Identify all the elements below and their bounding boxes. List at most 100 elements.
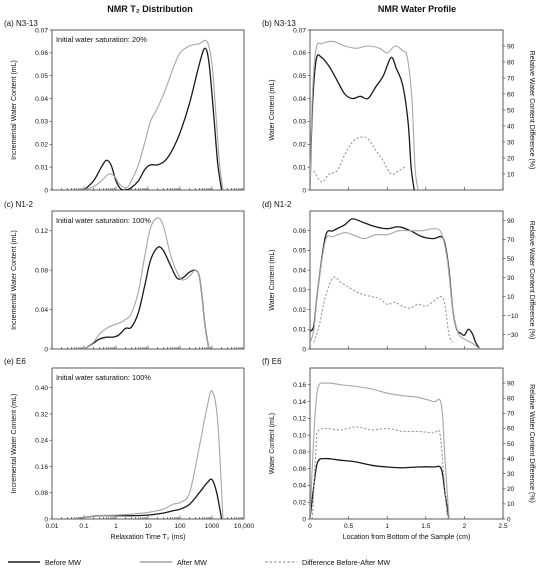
annotation: Initial water saturation: 100% — [56, 373, 151, 382]
series-after-line — [74, 390, 224, 519]
series-difference-line — [313, 136, 407, 183]
series-after-line — [310, 382, 450, 519]
y2-tick-label: 90 — [507, 43, 515, 50]
legend-before-label: Before MW — [45, 558, 81, 567]
series-before-line — [310, 54, 415, 190]
y-tick-label: 0.07 — [293, 27, 306, 34]
y2-tick-label: 30 — [507, 275, 515, 282]
panel-b: (b) N3-13 0 0.01 0.02 0.03 0.04 0.05 0.06 0.07 10… — [262, 19, 535, 194]
y2-tick-label: 90 — [507, 380, 515, 387]
y-tick-label: 0.16 — [293, 382, 306, 389]
legend-after-label: After MW — [177, 558, 207, 567]
y-tick-label: 0.16 — [35, 464, 48, 471]
y-axis-label: Incremental Water Content (mL) — [11, 394, 18, 494]
series-before-line — [74, 478, 223, 519]
series-after-line — [310, 40, 419, 190]
y-tick-label: 0.08 — [293, 449, 306, 456]
plot-frame — [51, 367, 245, 520]
y-axis-label: Water Content (mL) — [269, 413, 276, 474]
y2-tick-label: 80 — [507, 396, 515, 403]
y-tick-label: 0.01 — [293, 164, 306, 171]
x-tick-label: 0.5 — [344, 523, 353, 530]
y-tick-label: 0.06 — [293, 466, 306, 473]
y2-tick-label: 40 — [507, 456, 515, 463]
x-tick-label: 0.1 — [79, 523, 88, 530]
panel-label: (c) N1-2 — [4, 200, 33, 209]
y-tick-label: 0.06 — [293, 50, 306, 57]
series-difference-line — [311, 426, 448, 519]
series-after-line — [83, 217, 210, 349]
y2-tick-label: 50 — [507, 441, 515, 448]
panel-label: (e) E6 — [4, 357, 26, 366]
y-tick-label: 0.01 — [35, 164, 48, 171]
panel-label: (d) N1-2 — [262, 200, 292, 209]
panel-a: (a) N3-13 Initial water saturation: 20% 0 0… — [4, 19, 245, 194]
x-tick-label: 2.5 — [498, 523, 507, 530]
y2-tick-label: 0 — [507, 516, 511, 523]
panel-label: (f) E6 — [262, 357, 282, 366]
annotation: Initial water saturation: 100% — [56, 216, 151, 225]
y2-tick-label: 40 — [507, 123, 515, 130]
panel-c: (c) N1-2 Initial water saturation: 100% 0 0… — [4, 200, 245, 353]
y-tick-label: 0.04 — [293, 483, 306, 490]
y-tick-label: 0.24 — [35, 438, 48, 445]
y-tick-label: 0.02 — [293, 500, 306, 507]
y2-tick-label: 70 — [507, 411, 515, 418]
x-tick-label: 1.5 — [421, 523, 430, 530]
y-tick-label: 0.14 — [293, 399, 306, 406]
y2-axis-label: Relative Water Content Difference (%) — [528, 384, 535, 503]
y-tick-label: 0.04 — [293, 96, 306, 103]
series-after-line — [83, 39, 224, 190]
y2-tick-label: 20 — [507, 155, 515, 162]
series-before-line — [310, 457, 450, 519]
x-tick-label: 1 — [114, 523, 118, 530]
x-tick-label: 0.01 — [46, 523, 59, 530]
series-before-line — [83, 246, 210, 349]
x-tick-label: 1 — [385, 523, 389, 530]
panel-d: (d) N1-2 0 0.01 0.02 0.03 0.04 0.05 0.06 −30 −10 1… — [262, 200, 535, 353]
y-tick-label: 0.02 — [293, 142, 306, 149]
left-column-title: NMR T₂ Distribution — [107, 4, 193, 14]
panel-label: (b) N3-13 — [262, 19, 296, 28]
y-tick-label: 0.02 — [35, 142, 48, 149]
panel-label: (a) N3-13 — [4, 19, 38, 28]
y-tick-label: 0 — [302, 346, 306, 353]
y2-tick-label: 90 — [507, 218, 515, 225]
panel-e: (e) E6 Initial water saturation: 100% 0.01… — [4, 357, 254, 541]
y-tick-label: 0.03 — [293, 287, 306, 294]
y2-tick-label: 30 — [507, 471, 515, 478]
y-tick-label: 0.05 — [293, 248, 306, 255]
plot-frame — [51, 210, 245, 350]
x-tick-label: 10 — [144, 523, 152, 530]
x-axis-label: Location from Bottom of the Sample (cm) — [343, 534, 471, 541]
series-before-line — [83, 47, 223, 190]
y2-axis-label: Relative Water Content Difference (%) — [528, 221, 535, 340]
y-tick-label: 0.01 — [293, 327, 306, 334]
y-tick-label: 0.06 — [293, 228, 306, 235]
plot-frame — [309, 367, 504, 520]
y-tick-label: 0 — [302, 516, 306, 523]
series-before-line — [310, 218, 481, 349]
y2-axis-label: Relative Water Content Difference (%) — [528, 51, 535, 170]
y-tick-label: 0.08 — [35, 267, 48, 274]
y2-tick-label: 80 — [507, 59, 515, 66]
x-tick-label: 100 — [174, 523, 185, 530]
y2-tick-label: −10 — [507, 313, 519, 320]
y-tick-label: 0 — [44, 187, 48, 194]
y-tick-label: 0.03 — [293, 119, 306, 126]
right-column-title: NMR Water Profile — [378, 4, 456, 14]
y-axis-label: Water Content (mL) — [269, 79, 276, 140]
y-tick-label: 0.03 — [35, 119, 48, 126]
y-axis-label: Incremental Water Content (mL) — [11, 60, 18, 160]
y-tick-label: 0.04 — [35, 96, 48, 103]
y2-tick-label: 50 — [507, 107, 515, 114]
y2-tick-label: 50 — [507, 256, 515, 263]
y-tick-label: 0.02 — [293, 307, 306, 314]
y2-tick-label: 60 — [507, 91, 515, 98]
y-tick-label: 0.40 — [35, 385, 48, 392]
y2-tick-label: 20 — [507, 486, 515, 493]
y2-tick-label: 60 — [507, 426, 515, 433]
y-axis-label: Water Content (mL) — [269, 249, 276, 310]
y-axis-label: Incremental Water Content (mL) — [11, 230, 18, 330]
